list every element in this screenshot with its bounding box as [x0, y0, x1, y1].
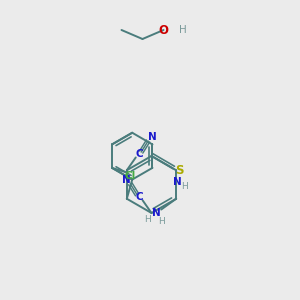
Text: N: N [152, 208, 161, 218]
Text: O: O [158, 23, 169, 37]
Text: Cl: Cl [125, 171, 136, 181]
Text: H: H [181, 182, 188, 191]
Text: H: H [158, 217, 165, 226]
Text: N: N [173, 177, 182, 187]
Text: S: S [176, 164, 184, 178]
Text: C: C [135, 192, 143, 202]
Text: N: N [122, 175, 130, 184]
Text: H: H [144, 215, 151, 224]
Text: N: N [148, 132, 157, 142]
Text: C: C [136, 149, 143, 159]
Text: H: H [179, 25, 187, 35]
